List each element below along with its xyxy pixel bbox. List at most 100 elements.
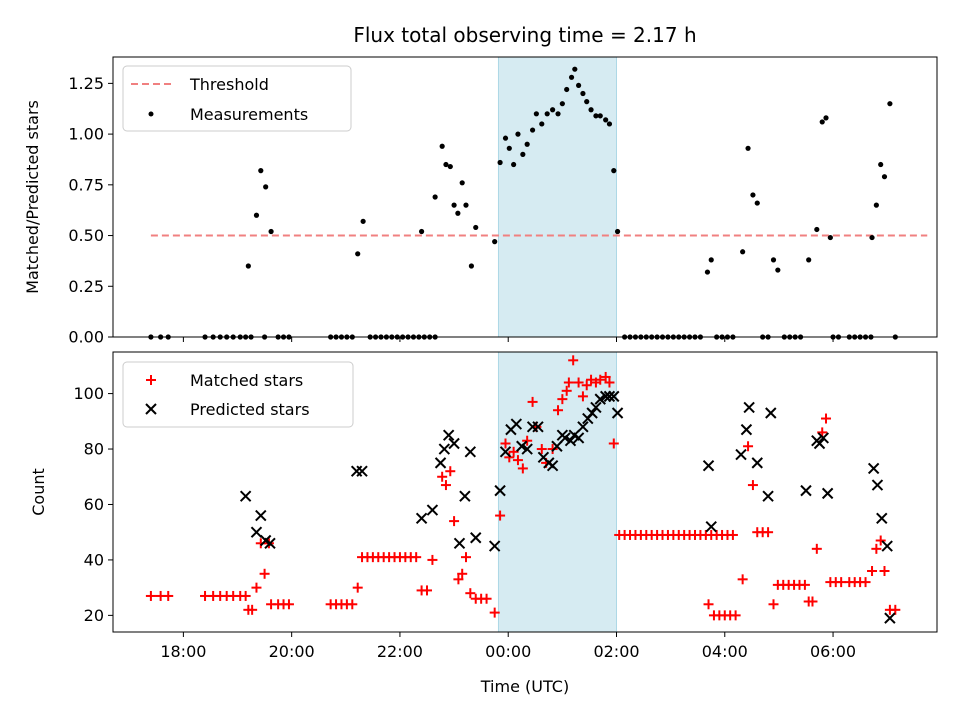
bottom-panel: 20 40 60 80 100 18:00 20:00 22:00 00:00 02:00 04:… (29, 351, 938, 696)
matched-star-point (500, 438, 511, 449)
measurement-point (806, 257, 812, 263)
predicted-star-point (740, 423, 753, 436)
matched-star-point (347, 599, 358, 610)
top-ytick-label: 0.25 (68, 277, 104, 296)
measurement-point (572, 66, 578, 72)
predicted-star-point (488, 540, 501, 552)
measurement-point (447, 163, 453, 170)
predicted-star-point (521, 443, 533, 455)
measurement-point (506, 145, 512, 151)
predicted-star-point (564, 435, 577, 447)
measurement-point (360, 218, 366, 224)
measurement-point (745, 145, 751, 151)
bottom-xtick-label: 18:00 (160, 642, 206, 661)
legend-measurements-label: Measurements (190, 105, 308, 124)
predicted-star-point (603, 390, 616, 403)
legend-matched-label: Matched stars (190, 371, 303, 390)
top-axes-frame (112, 56, 938, 338)
predicted-star-point (350, 465, 363, 477)
predicted-star-point (608, 390, 620, 403)
bottom-xtick-label: 22:00 (377, 642, 423, 661)
matched-star-point (557, 394, 568, 405)
measurement-point (451, 202, 457, 208)
bottom-xtick-label: 04:00 (702, 642, 748, 661)
measurement-point (614, 228, 621, 235)
matched-star-point (445, 466, 456, 477)
measurement-point (497, 159, 503, 166)
measurement-point (355, 251, 361, 257)
matched-star-point (867, 566, 878, 577)
measurement-point (468, 263, 475, 269)
predicted-star-point (499, 446, 512, 458)
matched-star-point (352, 582, 363, 593)
top-ytick-label: 1.00 (68, 125, 104, 144)
predicted-star-point (813, 437, 826, 450)
predicted-star-point (590, 401, 602, 414)
predicted-star-point (743, 401, 755, 414)
measurement-point (584, 99, 590, 105)
matched-star-point (163, 590, 174, 601)
predicted-star-point (751, 457, 763, 469)
measurement-point (704, 269, 711, 275)
matched-star-point (600, 371, 611, 382)
predicted-star-point (415, 512, 428, 525)
predicted-star-point (434, 457, 447, 469)
measurement-point (869, 234, 875, 241)
measurement-point (754, 200, 760, 206)
matched-star-point (422, 585, 433, 596)
matched-star-point (440, 480, 451, 491)
predicted-star-point (464, 446, 477, 458)
predicted-star-point (448, 437, 460, 450)
measurement-point (418, 228, 425, 235)
top-ytick-label: 0.75 (68, 175, 104, 194)
matched-star-point (411, 552, 422, 563)
measurement-point (750, 192, 756, 198)
matched-star-point (247, 604, 258, 615)
matched-star-point (595, 374, 606, 385)
matched-star-point (577, 391, 588, 402)
measurement-point (459, 180, 465, 186)
measurement-point (740, 249, 746, 255)
predicted-star-point (586, 407, 598, 419)
matched-star-point (283, 599, 294, 610)
predicted-star-point (470, 532, 482, 544)
measurement-point (559, 101, 565, 107)
measurement-point (878, 161, 884, 168)
matched-star-point (437, 471, 448, 482)
top-ytick-label: 1.25 (68, 74, 104, 93)
predicted-star-point (264, 537, 276, 549)
matched-star-point (875, 535, 886, 546)
matched-star-point (553, 405, 564, 416)
matched-star-point (508, 446, 519, 457)
matched-star-point (522, 435, 533, 446)
measurement-point (588, 107, 594, 113)
predicted-star-point (871, 479, 884, 491)
predicted-star-point (800, 484, 812, 497)
measurement-point (575, 82, 582, 89)
measurement-point (593, 113, 599, 119)
bottom-ytick-label: 20 (84, 606, 104, 625)
measurement-point (814, 226, 820, 233)
matched-star-point (460, 552, 471, 563)
measurement-point (550, 107, 556, 113)
matched-star-point (145, 590, 156, 601)
matched-star-point (763, 527, 774, 538)
predicted-star-point (577, 421, 589, 433)
measurement-point (597, 113, 603, 119)
measurement-point (568, 74, 575, 80)
matched-star-point (453, 574, 464, 585)
matched-star-point (568, 355, 579, 366)
measurement-point (611, 168, 617, 174)
top-ylabel: Matched/Predicted stars (23, 100, 42, 294)
predicted-star-point (532, 421, 544, 433)
matched-star-point (504, 452, 515, 463)
top-legend: Threshold Measurements (122, 65, 352, 132)
bottom-xtick-label: 02:00 (593, 642, 639, 661)
top-title: Flux total observing time = 2.17 h (353, 23, 696, 47)
predicted-star-point (546, 459, 559, 472)
bottom-xtick-label: 00:00 (485, 642, 531, 661)
predicted-star-point (884, 612, 896, 624)
predicted-star-point (516, 440, 528, 452)
bottom-highlight-span (497, 351, 617, 633)
measurement-point (463, 202, 469, 208)
